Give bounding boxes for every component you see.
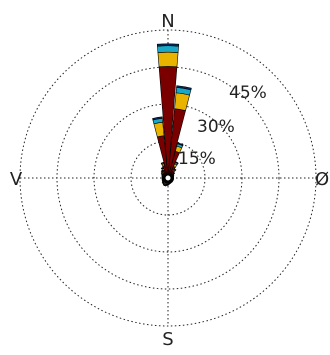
sector-0-band-4 <box>156 43 180 47</box>
direction-label-west: V <box>10 169 23 190</box>
sector-10 <box>167 85 192 176</box>
sector-30 <box>168 161 179 176</box>
ring-label-30: 30% <box>197 117 235 137</box>
sector-0-band-2 <box>157 51 179 68</box>
sector-230-band-4 <box>161 181 164 184</box>
sector-210-band-4 <box>162 184 165 187</box>
sector-330-band-4 <box>160 166 164 170</box>
direction-label-east: Ø <box>315 169 329 190</box>
sector-20-band-4 <box>177 142 184 147</box>
sector-350-band-2 <box>153 121 165 138</box>
wind-sectors <box>152 43 192 187</box>
center-hub <box>164 174 172 182</box>
sector-20 <box>168 142 184 176</box>
sector-40-band-4 <box>173 168 177 171</box>
direction-label-north: N <box>161 11 174 32</box>
sector-350 <box>152 116 169 176</box>
sector-10-band-2 <box>174 92 190 112</box>
ring-label-45: 45% <box>229 83 267 103</box>
sector-50-band-4 <box>173 171 176 174</box>
sector-60-band-4 <box>172 173 175 176</box>
sector-0 <box>156 43 180 176</box>
sector-350-band-4 <box>152 116 163 121</box>
direction-label-south: S <box>162 329 173 350</box>
sector-10-band-4 <box>176 85 192 91</box>
labels: N Ø S V 15% 30% 45% <box>10 11 329 350</box>
sector-0-band-3 <box>157 45 179 53</box>
sector-330 <box>160 166 168 176</box>
ring-label-15: 15% <box>178 149 216 169</box>
sector-30-band-4 <box>175 161 179 165</box>
